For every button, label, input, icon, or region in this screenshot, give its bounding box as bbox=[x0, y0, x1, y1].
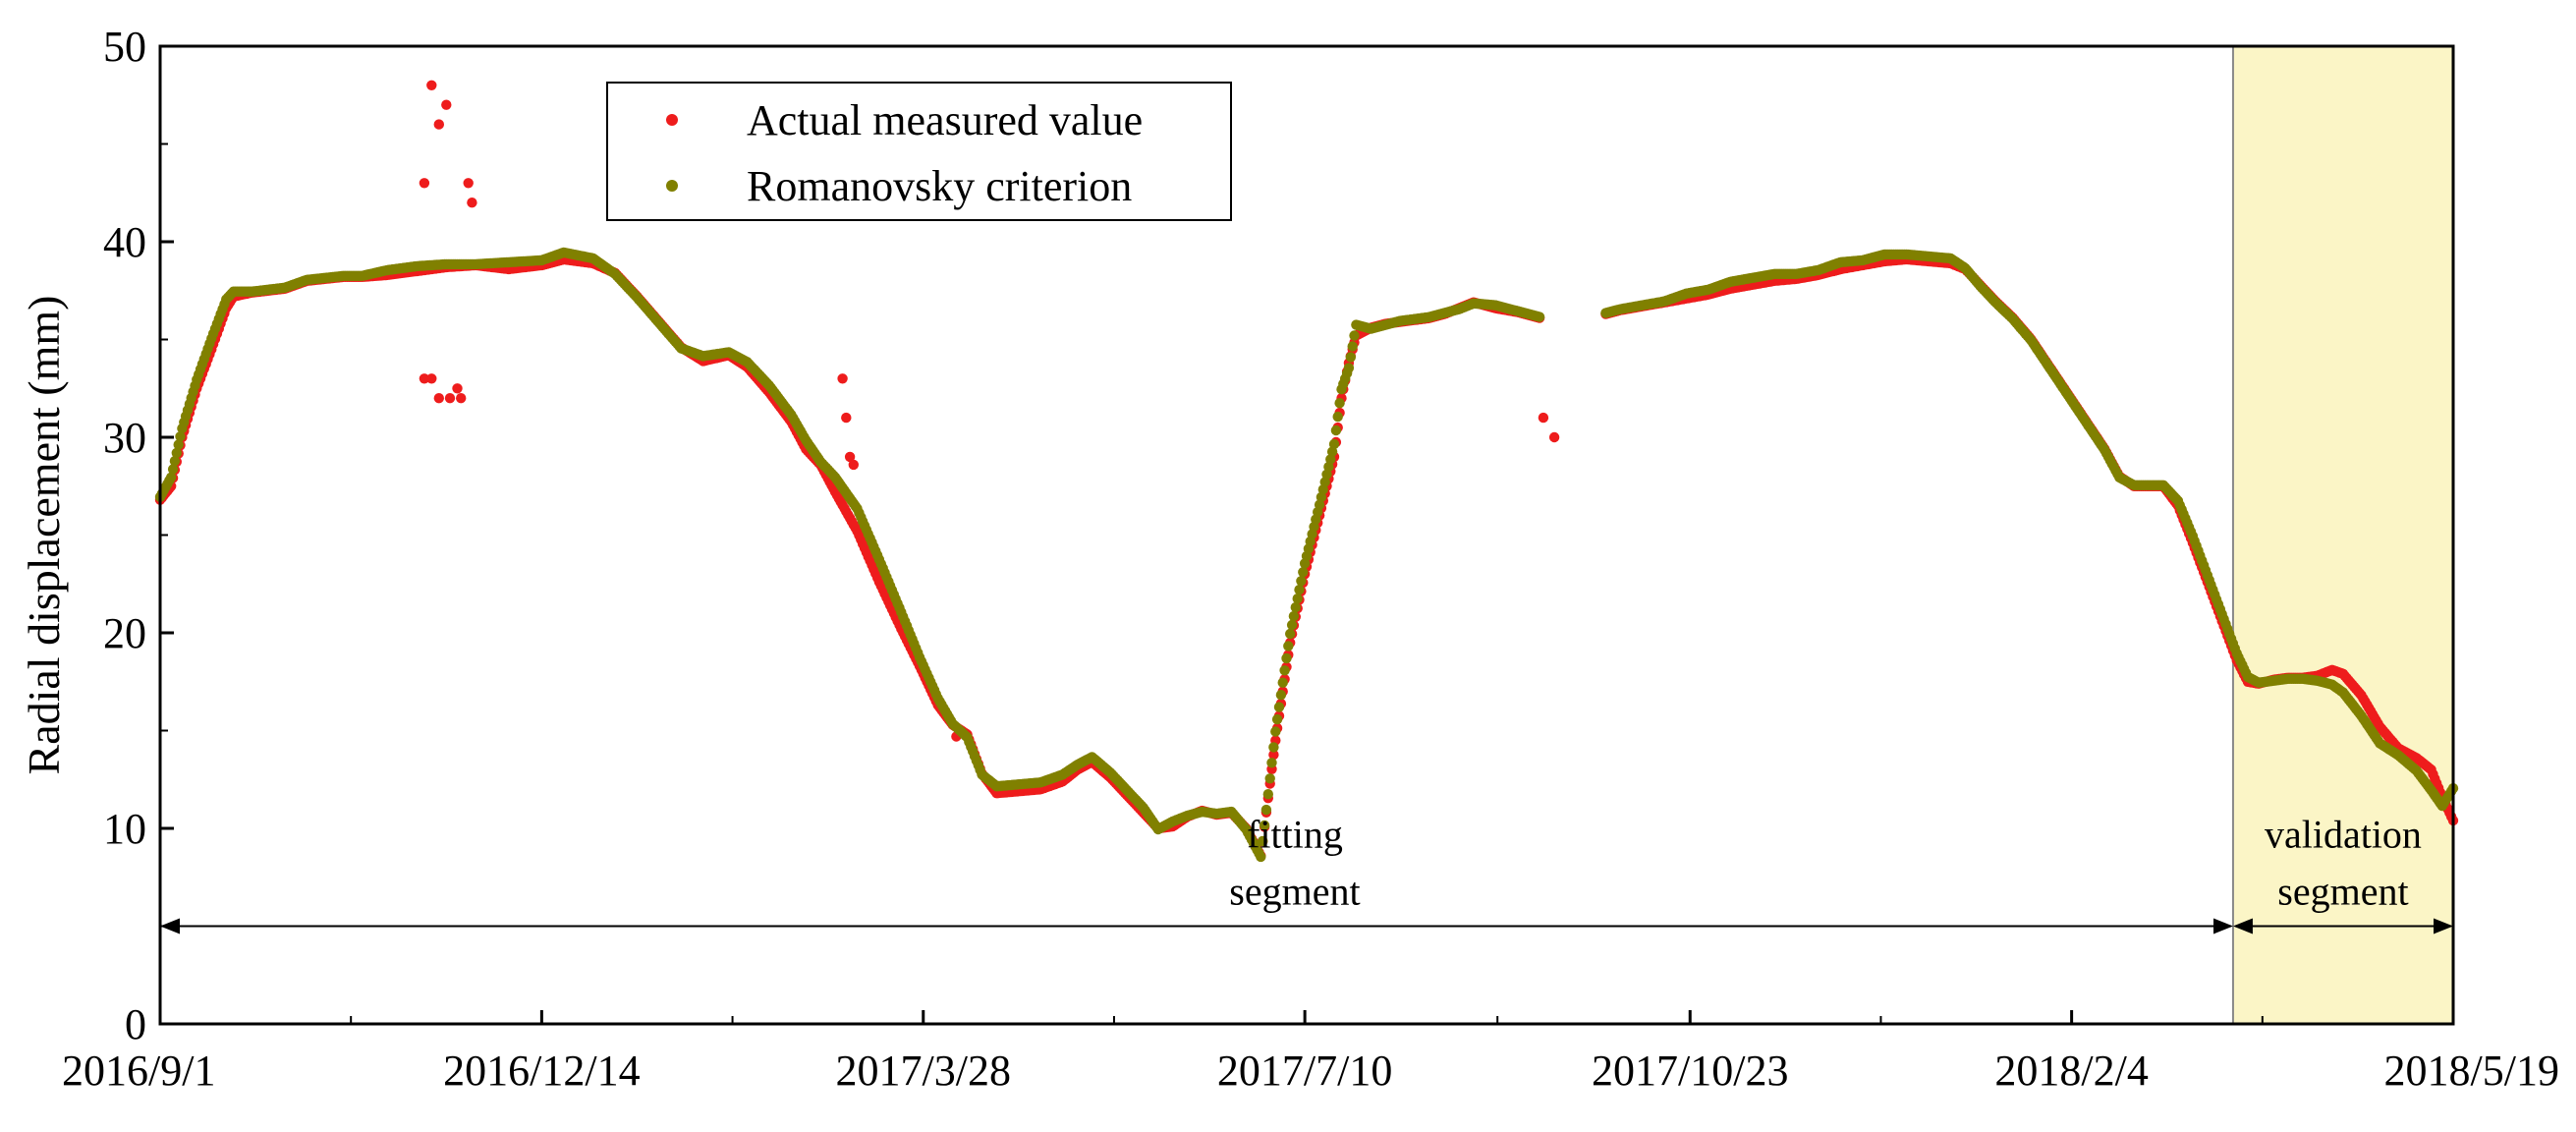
y-tick-label: 0 bbox=[125, 1000, 146, 1048]
segment-annotations: fitting segment validation segment bbox=[160, 813, 2453, 934]
data-point bbox=[169, 456, 181, 467]
data-point bbox=[1288, 610, 1300, 622]
data-point bbox=[175, 431, 186, 442]
data-point bbox=[1258, 835, 1268, 847]
data-point bbox=[1334, 398, 1345, 409]
axes-layer: 0 10 20 30 40 50 2016/9/1 2016/12/14 2017/3/28 20… bbox=[62, 23, 2559, 1095]
data-point bbox=[1314, 499, 1325, 510]
data-point bbox=[1292, 594, 1303, 604]
x-tick-label: 2017/3/28 bbox=[836, 1047, 1011, 1095]
data-point bbox=[1330, 424, 1342, 436]
x-tick-label: 2016/9/1 bbox=[62, 1047, 215, 1095]
y-tick-label: 30 bbox=[103, 414, 146, 462]
data-point bbox=[1256, 851, 1266, 863]
data-point bbox=[167, 464, 179, 475]
data-point bbox=[1347, 341, 1358, 352]
series-romanovsky bbox=[154, 247, 2459, 863]
data-point bbox=[1260, 804, 1272, 816]
outlier-point bbox=[837, 373, 848, 384]
outlier-point bbox=[444, 393, 456, 404]
data-point bbox=[1264, 773, 1275, 784]
y-tick-label: 40 bbox=[103, 218, 146, 266]
data-point bbox=[173, 439, 184, 450]
outlier-point bbox=[441, 99, 452, 110]
data-point bbox=[1283, 641, 1294, 651]
data-point bbox=[1349, 330, 1360, 341]
data-point bbox=[1275, 690, 1287, 701]
legend-box bbox=[606, 82, 1232, 221]
data-point bbox=[1328, 438, 1340, 450]
outlier-point bbox=[419, 178, 430, 189]
outlier-point bbox=[848, 459, 859, 471]
data-point bbox=[1262, 789, 1274, 800]
segment-label-line2: segment bbox=[1229, 870, 1360, 914]
data-point bbox=[1298, 567, 1309, 578]
segment-label-line1: validation bbox=[2265, 813, 2422, 857]
outlier-point bbox=[844, 451, 856, 463]
segment-label-line1: fitting bbox=[1247, 813, 1343, 857]
outlier-point bbox=[841, 412, 852, 424]
data-point bbox=[1268, 749, 1279, 761]
data-point bbox=[171, 447, 182, 459]
x-tick-label: 2017/10/23 bbox=[1592, 1047, 1788, 1095]
outlier-point bbox=[463, 178, 474, 189]
data-point bbox=[1294, 585, 1305, 595]
data-point bbox=[1286, 619, 1298, 631]
legend: Actual measured value Romanovsky criteri… bbox=[606, 82, 1232, 221]
data-point bbox=[1279, 665, 1290, 676]
x-tick-label: 2017/7/10 bbox=[1217, 1047, 1392, 1095]
outlier-point bbox=[426, 373, 437, 384]
data-point bbox=[1343, 363, 1355, 373]
data-point bbox=[1345, 352, 1357, 363]
legend-marker-actual bbox=[666, 114, 678, 126]
x-tick-label: 2018/5/19 bbox=[2384, 1047, 2559, 1095]
legend-marker-romanovsky bbox=[666, 180, 678, 192]
data-point bbox=[1271, 713, 1283, 725]
data-point bbox=[1270, 726, 1281, 737]
y-tick-label: 50 bbox=[103, 23, 146, 71]
x-tick-label: 2016/12/14 bbox=[443, 1047, 640, 1095]
data-point bbox=[166, 472, 177, 482]
data-point bbox=[1332, 411, 1343, 423]
outlier-point bbox=[456, 393, 467, 404]
segment-label-line2: segment bbox=[2277, 870, 2408, 914]
data-point bbox=[1268, 742, 1279, 753]
outlier-point bbox=[426, 80, 437, 91]
y-axis-title: Radial displacement (mm) bbox=[19, 296, 69, 775]
data-point bbox=[1273, 702, 1285, 712]
outlier-point bbox=[433, 393, 444, 404]
y-tick-label: 20 bbox=[103, 609, 146, 657]
validation-segment-shade bbox=[2232, 46, 2453, 1024]
data-point bbox=[1285, 628, 1296, 640]
y-tick-label: 10 bbox=[103, 805, 146, 853]
x-tick-label: 2018/2/4 bbox=[1994, 1047, 2148, 1095]
legend-label-romanovsky: Romanovsky criterion bbox=[747, 162, 1132, 210]
data-point bbox=[1290, 601, 1302, 613]
outlier-point bbox=[1538, 412, 1549, 424]
data-point bbox=[1534, 311, 1545, 322]
data-point bbox=[1266, 758, 1277, 768]
outlier-point bbox=[452, 383, 463, 394]
data-point bbox=[1296, 576, 1307, 587]
legend-label-actual: Actual measured value bbox=[747, 96, 1143, 144]
series-layer bbox=[154, 80, 2459, 863]
outlier-point bbox=[467, 198, 477, 208]
data-point bbox=[1277, 677, 1288, 688]
outlier-point bbox=[433, 119, 444, 130]
data-point bbox=[1281, 652, 1292, 664]
data-point bbox=[1259, 820, 1270, 831]
outlier-point bbox=[1548, 431, 1560, 443]
outlier-point bbox=[419, 373, 430, 384]
